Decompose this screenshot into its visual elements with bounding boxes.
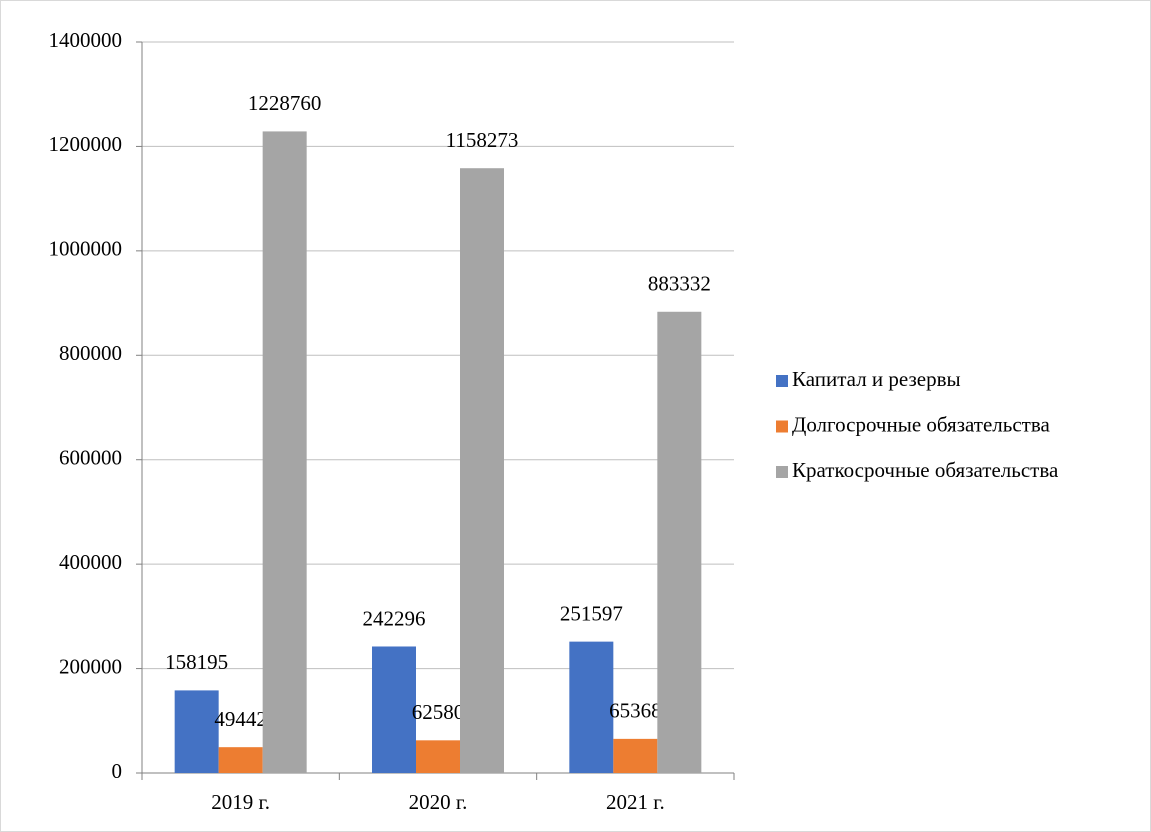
bar: [657, 311, 702, 773]
legend-swatch: [776, 420, 788, 433]
data-label: 242296: [363, 606, 426, 630]
x-tick-label: 2019 г.: [211, 790, 270, 814]
legend-swatch: [776, 375, 788, 387]
bar: [569, 641, 614, 773]
legend-label: Краткосрочные обязательства: [792, 458, 1059, 482]
data-label: 62580: [412, 700, 465, 724]
bar: [460, 168, 504, 773]
legend-swatch: [776, 466, 788, 478]
x-tick-label: 2021 г.: [606, 790, 665, 814]
bar: [174, 690, 219, 773]
x-tick-label: 2020 г.: [409, 790, 468, 814]
bar: [416, 740, 460, 773]
y-tick-label: 200000: [59, 654, 122, 678]
data-label: 1158273: [446, 128, 519, 152]
bar: [613, 738, 658, 773]
data-label: 883332: [648, 272, 711, 296]
legend-label: Капитал и резервы: [792, 367, 961, 391]
data-label: 65368: [609, 699, 662, 723]
bar: [372, 646, 416, 773]
y-tick-label: 600000: [59, 446, 122, 470]
bar: [262, 131, 307, 773]
data-label: 1228760: [248, 91, 322, 115]
y-tick-label: 1000000: [49, 237, 123, 261]
data-label: 158195: [165, 650, 228, 674]
y-tick-label: 400000: [59, 550, 122, 574]
y-tick-label: 800000: [59, 341, 122, 365]
data-label: 251597: [560, 601, 623, 625]
data-label: 49442: [214, 707, 267, 731]
y-tick-label: 1200000: [49, 132, 123, 156]
y-tick-label: 0: [112, 759, 123, 783]
y-tick-label: 1400000: [49, 28, 123, 52]
bar: [218, 747, 263, 773]
legend-label: Долгосрочные обязательства: [792, 412, 1050, 436]
